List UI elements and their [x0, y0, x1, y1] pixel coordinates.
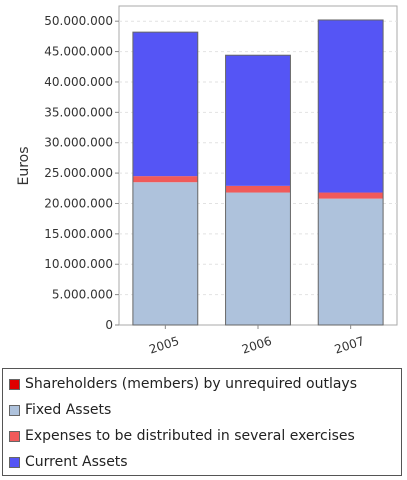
x-axis-ticks: 2005 2006 2007 — [147, 325, 366, 357]
legend-label: Current Assets — [25, 454, 128, 470]
legend-swatch — [9, 430, 20, 442]
x-tick-label: 2006 — [240, 334, 273, 357]
legend-label: Fixed Assets — [25, 402, 112, 418]
y-tick-label: 50.000.000 — [44, 14, 113, 28]
y-axis-label: Euros — [16, 146, 32, 185]
y-tick-label: 20.000.000 — [44, 196, 113, 210]
legend-item: Shareholders (members) by unrequired out… — [9, 375, 357, 393]
y-tick-label: 5.000.000 — [52, 288, 113, 302]
y-tick-label: 10.000.000 — [44, 257, 113, 271]
y-tick-label: 45.000.000 — [44, 45, 113, 59]
bar-segment — [318, 192, 384, 199]
legend-item: Expenses to be distributed in several ex… — [9, 427, 355, 445]
bar-segment — [225, 192, 291, 325]
legend-swatch — [9, 378, 20, 390]
bar-segment — [132, 182, 198, 325]
y-tick-label: 15.000.000 — [44, 227, 113, 241]
y-axis-ticks: 0 5.000.000 10.000.000 15.000.000 20.000.000… — [44, 14, 119, 332]
bar-segment — [318, 198, 384, 325]
bar-segment — [225, 185, 291, 193]
x-tick-label: 2007 — [333, 334, 366, 357]
legend-item: Current Assets — [9, 453, 128, 471]
y-tick-label: 0 — [105, 318, 113, 332]
bar-segment — [132, 32, 198, 177]
y-tick-label: 30.000.000 — [44, 136, 113, 150]
y-tick-label: 40.000.000 — [44, 75, 113, 89]
legend: Shareholders (members) by unrequired out… — [2, 368, 402, 476]
x-tick-label: 2005 — [147, 334, 180, 357]
legend-label: Expenses to be distributed in several ex… — [25, 428, 355, 444]
y-tick-label: 35.000.000 — [44, 105, 113, 119]
legend-swatch — [9, 456, 20, 468]
y-tick-label: 25.000.000 — [44, 166, 113, 180]
bar-segment — [132, 176, 198, 183]
bar-segment — [318, 19, 384, 193]
bar-segment — [225, 55, 291, 186]
legend-swatch — [9, 404, 20, 416]
bars — [132, 19, 384, 326]
legend-label: Shareholders (members) by unrequired out… — [25, 376, 357, 392]
legend-item: Fixed Assets — [9, 401, 111, 419]
chart: 0 5.000.000 10.000.000 15.000.000 20.000.000… — [16, 5, 398, 357]
